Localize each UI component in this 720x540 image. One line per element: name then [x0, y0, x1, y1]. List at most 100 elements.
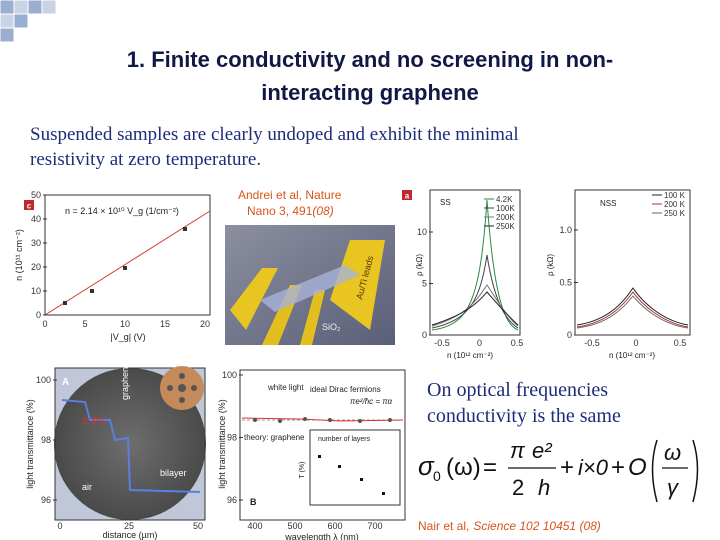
formula-part: + — [560, 454, 574, 481]
y-tick-label: 96 — [41, 495, 51, 505]
x-tick-label: 0 — [42, 319, 47, 329]
figure-B: white light ideal Dirac fermions theory:… — [217, 369, 406, 540]
y-tick-label: 98 — [227, 433, 237, 443]
legend-label: 200K — [496, 213, 515, 222]
y-label: ρ (kΩ) — [546, 254, 555, 276]
x-tick-label: 0.5 — [674, 338, 687, 348]
y-tick-label: 98 — [41, 435, 51, 445]
formula-part: γ — [667, 475, 680, 500]
x-label: n (10¹² cm⁻²) — [609, 351, 655, 360]
inset-y-label: T (%) — [299, 462, 306, 479]
legend-label: 100K — [496, 204, 515, 213]
formula-part: ω — [664, 440, 681, 465]
formula-part: O — [628, 454, 647, 481]
layer-label: bilayer — [160, 468, 187, 478]
x-tick-label: 0 — [57, 521, 62, 531]
panel-label: c — [27, 202, 32, 211]
formula: σ 0 (ω) = π e² 2 h + i×0 + O ω γ — [418, 438, 699, 503]
title: interacting graphene — [261, 80, 479, 105]
legend-label: 250 K — [664, 209, 686, 218]
equation: n = 2.14 × 10¹⁰ V_g (1/cm⁻²) — [65, 206, 179, 216]
formula-part: i×0 — [578, 455, 609, 480]
layer-label: air — [82, 482, 92, 492]
x-label: distance (µm) — [103, 530, 158, 540]
panel-badge — [24, 200, 34, 210]
device-label: SiO₂ — [322, 322, 341, 332]
figure-c: c n = 2.14 × 10¹⁰ V_g (1/cm⁻²) |V_g| (V)… — [14, 194, 211, 342]
formula-part: σ — [418, 451, 435, 481]
y-tick-label: 0 — [422, 330, 427, 340]
citation: Nair et al, Science 102 10451 (08) — [418, 519, 601, 533]
formula-part: h — [538, 475, 550, 500]
formula-part: + — [611, 454, 625, 481]
figure-A: A 2.3% graphene bilayer air distance (µm… — [25, 362, 206, 540]
y-label: n (10¹¹ cm⁻²) — [14, 229, 24, 281]
intro: Suspended samples are clearly undoped an… — [30, 124, 519, 145]
layer-label: graphene — [120, 362, 130, 400]
inset-title: number of layers — [318, 436, 371, 443]
panel-label: a — [405, 192, 410, 201]
x-tick-label: 0.5 — [511, 338, 524, 348]
formula-part: e² — [532, 438, 552, 463]
legend-label: 250K — [496, 222, 515, 231]
citation-author: Nair et al, — [418, 519, 469, 533]
x-tick-label: -0.5 — [434, 338, 450, 348]
y-tick-label: 100 — [36, 375, 51, 385]
optical-text: conductivity is the same — [427, 405, 621, 427]
formula-part: = — [483, 454, 497, 481]
x-label: n (10¹² cm⁻²) — [447, 351, 493, 360]
y-tick-label: 20 — [31, 262, 41, 272]
citation: Andrei et al, Nature — [238, 188, 342, 202]
y-tick-label: 10 — [31, 286, 41, 296]
legend-label: 100 K — [664, 191, 686, 200]
citation: Nano 3, 491 — [247, 204, 313, 218]
formula-part: π — [510, 438, 526, 463]
formula: πe²/ħc = πα — [350, 397, 393, 406]
formula-part: 0 — [433, 468, 441, 484]
x-tick-label: 500 — [287, 521, 302, 531]
x-tick-label: -0.5 — [584, 338, 600, 348]
y-tick-label: 0 — [567, 330, 572, 340]
legend: white light — [267, 383, 304, 392]
y-tick-label: 30 — [31, 238, 41, 248]
plot-tag: SS — [440, 198, 451, 207]
figure-a: a SS ρ (kΩ) n (10¹² cm⁻²) NSS ρ (kΩ) n (… — [402, 189, 691, 360]
panel-label: A — [62, 377, 69, 388]
plot-tag: NSS — [600, 199, 616, 208]
legend: theory: graphene — [244, 433, 305, 442]
x-tick-label: 10 — [120, 319, 130, 329]
x-tick-label: 15 — [160, 319, 170, 329]
formula-part: 2 — [512, 475, 524, 500]
y-tick-label: 5 — [422, 279, 427, 289]
x-tick-label: 25 — [124, 521, 134, 531]
x-tick-label: 50 — [193, 521, 203, 531]
y-tick-label: 1.0 — [559, 225, 572, 235]
citation-ref: Science 102 10451 (08) — [473, 519, 600, 533]
citation-year: (08) — [312, 204, 333, 218]
points — [63, 227, 187, 305]
x-tick-label: 0 — [633, 338, 638, 348]
y-tick-label: 96 — [227, 495, 237, 505]
corner-decoration — [0, 0, 57, 43]
y-tick-label: 10 — [417, 227, 427, 237]
legend: ideal Dirac fermions — [310, 385, 381, 394]
x-tick-label: 700 — [367, 521, 382, 531]
optical-text: On optical frequencies — [427, 379, 608, 401]
y-label: ρ (kΩ) — [415, 254, 424, 276]
fit-line — [44, 210, 211, 316]
y-label: light transmittance (%) — [25, 399, 35, 489]
y-tick-label: 0.5 — [559, 278, 572, 288]
device-image: SiO₂ Au/Ti leads — [225, 225, 395, 345]
y-tick-label: 0 — [36, 310, 41, 320]
x-tick-label: 400 — [247, 521, 262, 531]
x-tick-label: 20 — [200, 319, 210, 329]
x-label: |V_g| (V) — [110, 332, 145, 342]
citation: Nano 3, 491(08) — [247, 204, 334, 218]
step-label: 2.3% — [82, 416, 105, 427]
x-tick-label: 5 — [82, 319, 87, 329]
formula-part: (ω) — [446, 454, 481, 481]
y-tick-label: 100 — [222, 370, 237, 380]
y-label: light transmittance (%) — [217, 399, 227, 489]
intro: resistivity at zero temperature. — [30, 149, 261, 170]
